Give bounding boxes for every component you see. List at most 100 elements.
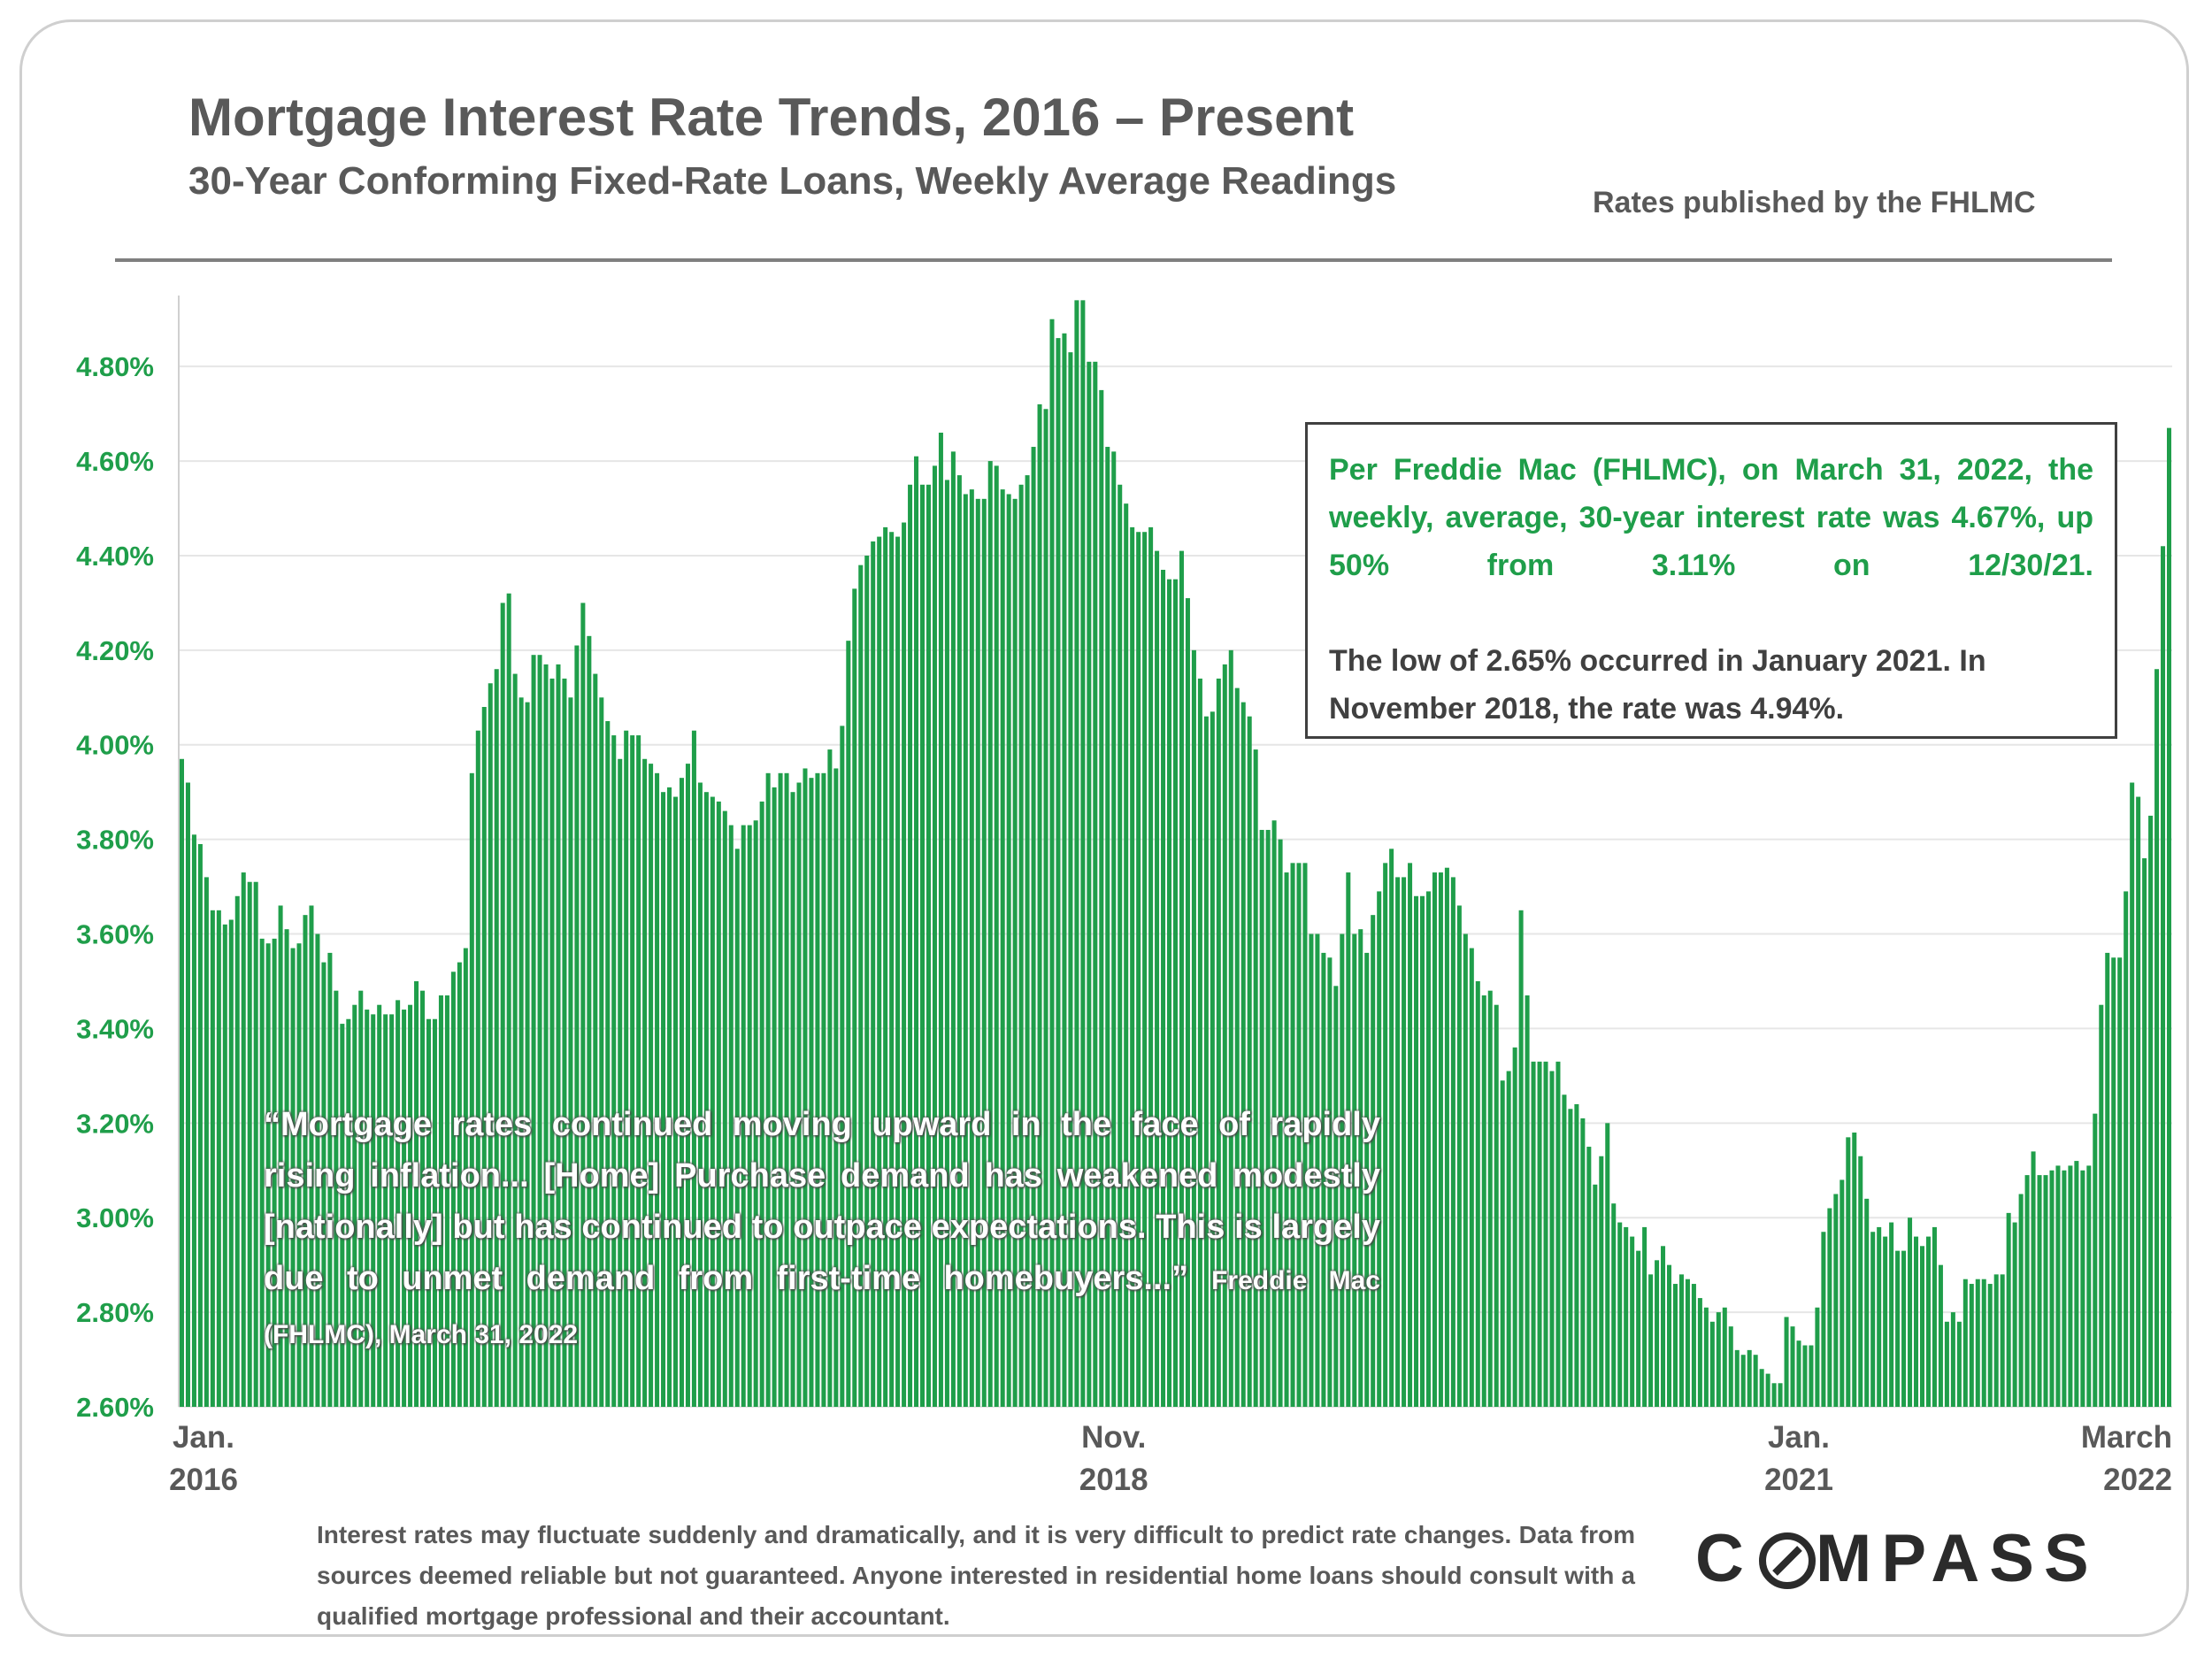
rate-bar: [889, 532, 895, 1407]
rate-bar: [1265, 829, 1271, 1407]
rate-bar: [858, 565, 864, 1407]
rate-bar: [1253, 749, 1258, 1407]
rate-bar: [1240, 702, 1246, 1407]
rate-bar: [1197, 678, 1202, 1407]
rate-bar: [537, 655, 542, 1407]
rate-bar: [2148, 815, 2154, 1407]
rate-bar: [1185, 598, 1190, 1407]
rate-bar: [1093, 361, 1098, 1408]
rate-bar: [2099, 1004, 2104, 1407]
rate-bar: [1315, 933, 1320, 1407]
rate-bar: [543, 664, 549, 1407]
rate-bar: [309, 905, 314, 1407]
rate-bar: [500, 603, 505, 1407]
rate-bar: [975, 498, 980, 1407]
rate-bar: [895, 536, 901, 1407]
rate-bar: [1655, 1260, 1660, 1407]
rate-bar: [228, 919, 234, 1407]
rate-bar: [611, 735, 617, 1407]
rate-bar: [352, 1004, 357, 1407]
y-tick-label: 2.80%: [76, 1297, 154, 1328]
rate-bar: [833, 768, 839, 1407]
rate-bar: [741, 825, 746, 1407]
rate-bar: [1993, 1274, 1999, 1407]
rate-bar: [1124, 503, 1129, 1407]
rate-bar: [1080, 300, 1086, 1408]
rate-bar: [383, 1014, 388, 1407]
rate-bar: [1130, 526, 1135, 1407]
rate-bar: [444, 995, 449, 1407]
rate-bar: [450, 972, 456, 1407]
rate-bar: [1908, 1217, 1913, 1407]
rate-bar: [2049, 1170, 2055, 1407]
rate-bar: [1167, 579, 1172, 1407]
rate-bar: [1944, 1321, 1949, 1407]
y-tick-label: 4.00%: [76, 730, 154, 761]
rate-bar: [1950, 1312, 1955, 1407]
rate-bar: [987, 461, 993, 1407]
rate-bar: [1703, 1307, 1709, 1407]
rate-bar: [1056, 338, 1061, 1408]
rate-bar: [1450, 877, 1455, 1407]
rate-bar: [1191, 649, 1196, 1407]
rate-bar: [1599, 1156, 1604, 1407]
x-tick-label: 2016: [169, 1463, 238, 1497]
rate-bar: [1975, 1279, 1980, 1407]
rate-bar: [2167, 427, 2172, 1407]
rate-bar: [1364, 952, 1370, 1407]
rate-bar: [1012, 498, 1018, 1407]
rate-bar: [549, 678, 555, 1407]
rate-bar: [531, 655, 536, 1407]
rate-bar: [685, 764, 690, 1407]
rate-bar: [253, 881, 258, 1407]
rate-bar: [747, 825, 752, 1407]
rate-bar: [1549, 1071, 1555, 1407]
rate-bar: [1858, 1156, 1863, 1407]
rate-bar: [1889, 1222, 1894, 1407]
rate-bar: [661, 792, 666, 1407]
rate-bar: [1506, 1071, 1511, 1407]
freddie-mac-quote: “Mortgage rates continued moving upward …: [264, 1099, 1380, 1361]
rate-bar: [784, 772, 789, 1407]
rate-bar: [377, 1004, 382, 1407]
rate-bar: [1778, 1383, 1783, 1407]
rate-bar: [191, 834, 196, 1407]
rate-bar: [630, 735, 635, 1407]
rate-bar: [716, 801, 721, 1407]
rate-bar: [2105, 952, 2110, 1407]
y-tick-label: 4.40%: [76, 541, 154, 572]
rate-bar: [1574, 1103, 1579, 1407]
rate-bar: [259, 938, 265, 1407]
rate-bar: [772, 787, 777, 1407]
rate-bar: [753, 820, 758, 1407]
rate-bar: [1352, 933, 1357, 1407]
rate-bar: [1901, 1250, 1907, 1407]
rate-bar: [1179, 550, 1184, 1407]
rate-bar: [846, 641, 851, 1407]
rate-bar: [2068, 1165, 2073, 1407]
rate-bar: [1290, 863, 1295, 1407]
rate-bar: [1222, 664, 1227, 1407]
rate-bar: [759, 801, 764, 1407]
rate-bar: [481, 706, 487, 1407]
rate-bar: [1414, 895, 1419, 1407]
rate-bar: [1981, 1279, 1986, 1407]
rate-bar: [969, 489, 974, 1407]
x-tick-label: Jan.: [173, 1420, 234, 1455]
rate-bar: [691, 730, 696, 1407]
rate-summary-callout: Per Freddie Mac (FHLMC), on March 31, 20…: [1305, 422, 2117, 739]
rate-bar: [1709, 1321, 1715, 1407]
rate-bar: [2031, 1151, 2036, 1407]
rate-bar: [488, 683, 493, 1407]
rate-bar: [1672, 1284, 1678, 1407]
rate-bar: [1678, 1274, 1684, 1407]
rate-bar: [1111, 451, 1117, 1407]
rate-bar: [2018, 1194, 2024, 1407]
rate-bar: [247, 881, 252, 1407]
rate-bar: [1784, 1317, 1789, 1407]
rate-bar: [2000, 1274, 2005, 1407]
rate-bar: [580, 603, 586, 1407]
callout-highlight-text: Per Freddie Mac (FHLMC), on March 31, 20…: [1329, 453, 2093, 582]
rate-bar: [2130, 782, 2135, 1407]
rate-bar: [1537, 1061, 1542, 1407]
